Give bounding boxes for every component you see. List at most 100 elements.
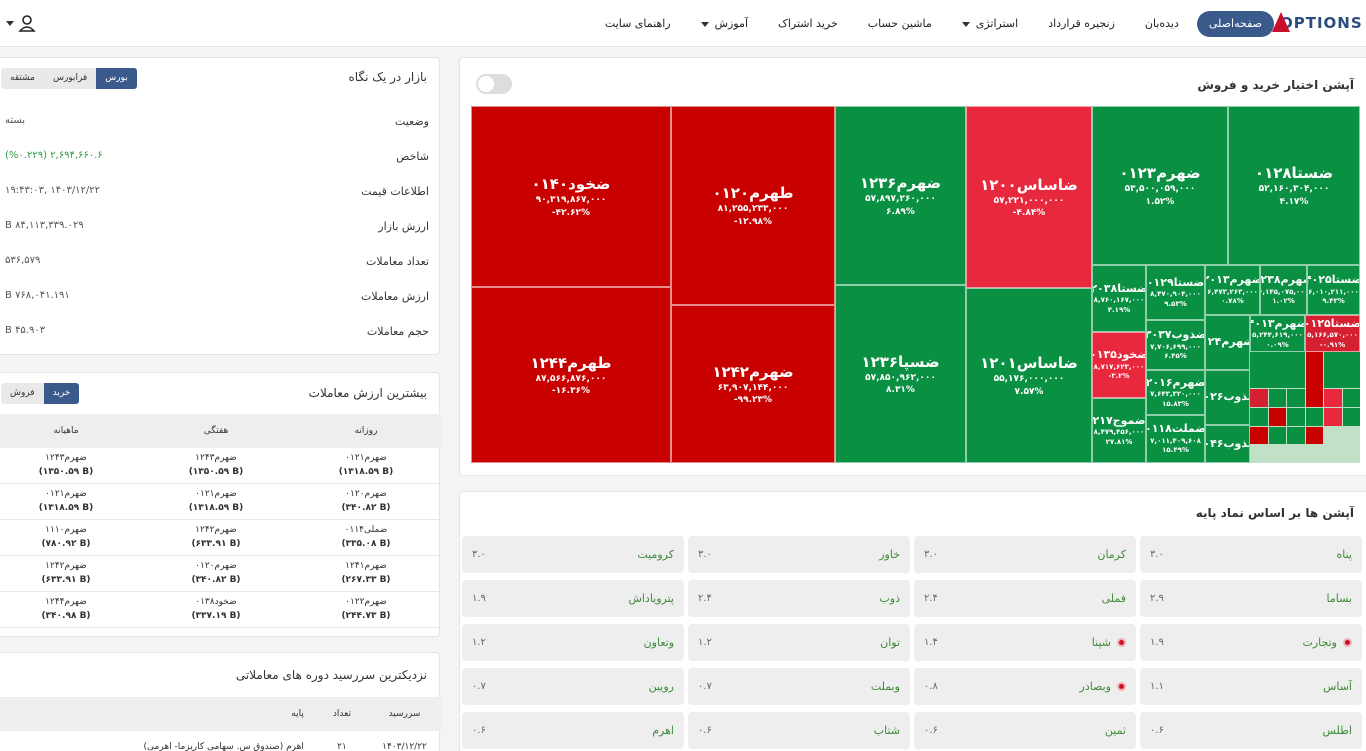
treemap-tile[interactable]: ضهرم۴۰۱۳ ۵,۲۴۴,۶۱۹,۰۰۰ ۰.۰۹% — [1250, 315, 1305, 352]
base-card[interactable]: شتاب ۰.۶ — [688, 712, 910, 749]
base-card[interactable]: پناه ۳.۰ — [1140, 536, 1362, 573]
table-cell[interactable]: ضهرم۱۲۴۳ (۱۳۵۰.۵۹ B) — [141, 452, 291, 478]
table-cell[interactable]: ضهرم۱۲۴۱ (۲۶۷.۳۳ B) — [291, 560, 441, 586]
treemap-tile[interactable]: ضهرم۰۱۲۳ ۵۳,۵۰۰,۰۵۹,۰۰۰ ۱.۵۲% — [1092, 106, 1228, 265]
table-cell[interactable]: ضهرم۰۱۲۰ (۳۴۰.۸۲ B) — [291, 488, 441, 514]
nav-item[interactable]: دیده‌بان — [1133, 11, 1191, 37]
base-card[interactable]: ذوب ۲.۴ — [688, 580, 910, 617]
treemap-tile[interactable]: ضستا۲۰۳۸ ۸,۷۶۰,۱۶۷,۰۰۰ ۴.۱۹% — [1092, 265, 1146, 332]
base-card[interactable]: رویین ۰.۷ — [462, 668, 684, 705]
treemap-tile[interactable]: ضذوب۳۰۲۶ — [1205, 370, 1250, 425]
tab[interactable]: مشتقه — [10, 73, 35, 83]
table-cell[interactable]: ضهرم۱۲۴۲ (۶۳۳.۹۱ B) — [0, 560, 141, 586]
table-cell[interactable]: ضهرم۱۱۱۰ (۷۸۰.۹۲ B) — [0, 524, 141, 550]
treemap-tile[interactable]: ضذوب۳۰۳۷ ۷,۷۰۶,۶۹۹,۰۰۰ ۶.۴۵% — [1146, 320, 1205, 370]
tile[interactable] — [1305, 426, 1323, 445]
base-card[interactable]: پترویاداش ۱.۹ — [462, 580, 684, 617]
table-cell[interactable]: ضهرم۱۲۴۲ (۶۳۳.۹۱ B) — [141, 524, 291, 550]
tile[interactable] — [1250, 389, 1268, 407]
tab[interactable]: خرید — [43, 383, 80, 404]
treemap-tile[interactable]: ضخود۰۱۴۰ ۹۰,۳۱۹,۸۶۷,۰۰۰ -۴۲.۶۲% — [471, 106, 671, 287]
treemap-tile[interactable]: ضذوب۳۰۴۶ — [1205, 425, 1250, 463]
treemap-tile[interactable]: ضهرم۱۲۳۶ ۵۷,۸۹۷,۲۶۰,۰۰۰ ۶.۸۹% — [835, 106, 966, 285]
table-cell[interactable]: ضهرم۰۱۲۲ (۲۴۴.۷۳ B) — [291, 596, 441, 622]
tile[interactable] — [1287, 407, 1305, 426]
table-cell[interactable]: ضهرم۰۱۲۱ (۱۳۱۸.۵۹ B) — [141, 488, 291, 514]
tile[interactable] — [1287, 389, 1305, 407]
tile[interactable] — [1305, 352, 1323, 407]
nav-item[interactable]: آموزش — [689, 11, 760, 37]
treemap-tile[interactable]: ضاساس۱۲۰۰ ۵۷,۲۲۱,۰۰۰,۰۰۰ -۴.۸۴% — [966, 106, 1092, 288]
treemap-tile[interactable]: طهرم۱۲۴۴ ۸۷,۵۶۶,۸۷۶,۰۰۰ -۱۶.۳۶% — [471, 287, 671, 463]
table-cell[interactable]: ضهرم۰۱۲۱ (۱۳۱۸.۵۹ B) — [0, 488, 141, 514]
base-card[interactable]: وتجارت ۱.۹ — [1140, 624, 1362, 661]
base-card[interactable]: کرومیت ۳.۰ — [462, 536, 684, 573]
base-card[interactable]: خاور ۳.۰ — [688, 536, 910, 573]
treemap-tile[interactable]: ضستا۰۱۲۸ ۵۲,۱۶۰,۳۰۴,۰۰۰ ۴.۱۷% — [1228, 106, 1360, 265]
treemap-tile[interactable]: طهرم۰۱۲۰ ۸۱,۲۵۵,۲۳۳,۰۰۰ -۱۲.۹۸% — [671, 106, 835, 305]
table-cell[interactable]: ضهرم۱۲۴۴ (۳۴۰.۹۸ B) — [0, 596, 141, 622]
alert-dot — [1117, 682, 1126, 691]
treemap-tile[interactable]: ضموج۲۱۷ ۸,۴۷۹,۴۵۶,۰۰۰ ۲۷.۸۱% — [1092, 398, 1146, 463]
tile[interactable] — [1324, 407, 1342, 426]
treemap-tile[interactable]: ضستا۰۱۲۵ ۵,۱۶۶,۵۷۰,۰۰۰ -۰.۹۱% — [1305, 315, 1360, 352]
treemap-tile[interactable]: ضهرم۲۰۱۳ ۶,۴۷۳,۲۶۳,۰۰۰ ۰.۷۸% — [1205, 265, 1260, 315]
table-cell[interactable]: ضهرم۰۱۲۱ (۱۳۱۸.۵۹ B) — [291, 452, 441, 478]
nav-item[interactable]: خرید اشتراک — [766, 11, 850, 37]
base-card[interactable]: توان ۱.۲ — [688, 624, 910, 661]
tile-value: ۷,۶۴۳,۳۲۰,۰۰۰ — [1150, 390, 1201, 399]
base-card[interactable]: بساما ۲.۹ — [1140, 580, 1362, 617]
nav-item[interactable]: استراتژی — [950, 11, 1030, 37]
tile[interactable] — [1342, 389, 1360, 407]
tile[interactable] — [1324, 389, 1342, 407]
base-card[interactable]: وبصادر ۰.۸ — [914, 668, 1136, 705]
nav-item[interactable]: زنجیره قرارداد — [1036, 11, 1127, 37]
tile[interactable] — [1324, 352, 1360, 389]
tile[interactable] — [1268, 426, 1286, 445]
tile[interactable] — [1250, 426, 1268, 445]
treemap-tile[interactable]: ضستا۴۰۲۵ ۶,۰۱۰,۲۱۱,۰۰۰ ۹.۴۳% — [1307, 265, 1360, 315]
base-card[interactable]: اطلس ۰.۶ — [1140, 712, 1362, 749]
tile-change: -۴۲.۶۲% — [551, 207, 591, 218]
tile[interactable] — [1287, 426, 1305, 445]
treemap-tile[interactable]: ضسپا۱۲۳۶ ۵۷,۸۵۰,۹۶۲,۰۰۰ ۸.۳۱% — [835, 285, 966, 463]
treemap-tile[interactable]: ضاساس۱۲۰۱ ۵۵,۱۷۶,۰۰۰,۰۰۰ ۷.۵۷% — [966, 288, 1092, 463]
tile-name: ضهرم۲۰۱۳ — [1205, 273, 1260, 287]
treemap-tile[interactable]: ضملت۰۱۱۸ ۷,۰۱۱,۴۰۹,۶۰۸ ۱۵.۴۹% — [1146, 415, 1205, 463]
row-label: ارزش بازار — [378, 220, 429, 233]
tab[interactable]: فروش — [10, 388, 35, 398]
nav-item[interactable]: صفحه‌اصلی — [1196, 11, 1274, 37]
table-cell[interactable]: ضهرم۱۲۴۳ (۱۳۵۰.۵۹ B) — [0, 452, 141, 478]
nav-item[interactable]: راهنمای سایت — [593, 11, 683, 37]
tab[interactable]: فرابورس — [52, 73, 88, 83]
toggle[interactable] — [476, 74, 512, 94]
tab[interactable]: بورس — [96, 68, 137, 89]
treemap-tile[interactable]: ضهرم۲۰۱۶ ۷,۶۴۳,۳۲۰,۰۰۰ ۱۵.۸۳% — [1146, 370, 1205, 415]
tile[interactable] — [1268, 407, 1286, 426]
user-icon[interactable] — [18, 15, 42, 33]
brand[interactable]: OPTIONS — [1280, 14, 1363, 32]
base-card[interactable]: وبملت ۰.۷ — [688, 668, 910, 705]
treemap-tile[interactable]: ضهرم۱۲۴۲ ۶۳,۹۰۷,۱۴۴,۰۰۰ -۹۹.۲۳% — [671, 305, 835, 463]
treemap-tile[interactable]: ضستا۰۱۲۹ ۸,۴۷۰,۹۰۴,۰۰۰ ۹.۵۳% — [1146, 265, 1205, 320]
treemap-tile[interactable]: ضهرم۱۲۴ — [1205, 315, 1250, 370]
table-cell[interactable]: ضخود۰۱۳۸ (۳۳۷.۱۹ B) — [141, 596, 291, 622]
treemap-tile[interactable]: ضخود۰۱۳۵ ۸,۷۱۷,۶۲۳,۰۰۰ -۳.۲% — [1092, 332, 1146, 398]
table-cell[interactable]: ضهرم۰۱۲۰ (۳۴۰.۸۲ B) — [141, 560, 291, 586]
base-card[interactable]: آساس ۱.۱ — [1140, 668, 1362, 705]
table-cell[interactable]: ضملی۰۱۱۴ (۳۳۵.۰۸ B) — [291, 524, 441, 550]
tile[interactable] — [1250, 352, 1305, 389]
tile[interactable] — [1250, 407, 1268, 426]
tile[interactable] — [1342, 407, 1360, 426]
symbol: ضهرم۱۲۴۲ — [195, 525, 237, 536]
base-card[interactable]: شپنا ۱.۴ — [914, 624, 1136, 661]
base-card[interactable]: فملی ۲.۴ — [914, 580, 1136, 617]
tile[interactable] — [1268, 389, 1286, 407]
base-card[interactable]: ثمین ۰.۶ — [914, 712, 1136, 749]
base-card[interactable]: اهرم ۰.۶ — [462, 712, 684, 749]
base-card[interactable]: کرمان ۳.۰ — [914, 536, 1136, 573]
base-card[interactable]: وتعاون ۱.۲ — [462, 624, 684, 661]
tile[interactable] — [1305, 407, 1323, 426]
nav-item[interactable]: ماشین حساب — [856, 11, 944, 37]
